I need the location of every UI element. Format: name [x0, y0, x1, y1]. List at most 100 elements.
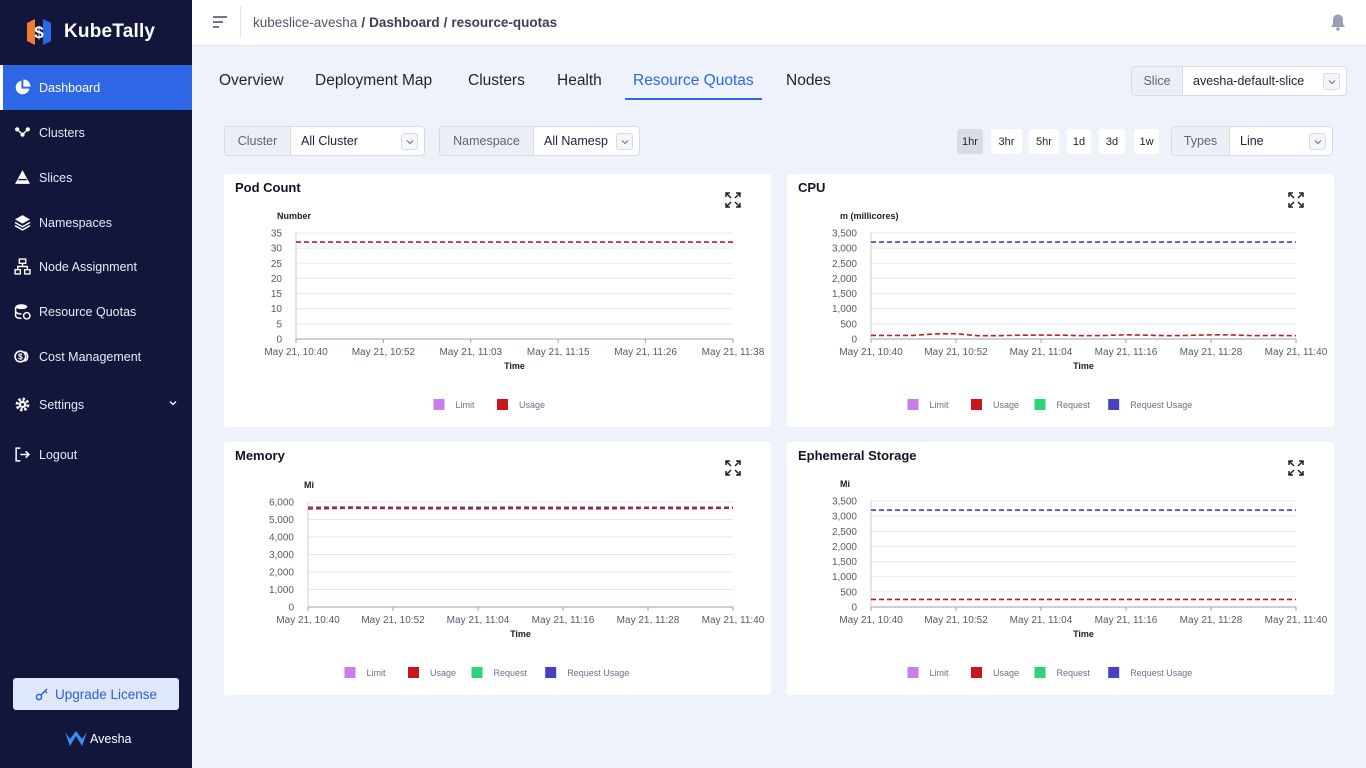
- y-tick-label: 0: [288, 603, 294, 614]
- slice-select[interactable]: Slice avesha-default-slice: [1131, 66, 1347, 96]
- x-tick-label: May 21, 11:28: [1180, 615, 1243, 626]
- tab-resource-quotas[interactable]: Resource Quotas: [625, 72, 762, 100]
- legend-label: Usage: [993, 400, 1019, 410]
- breadcrumb-item[interactable]: Dashboard: [369, 15, 440, 30]
- legend-swatch: [1108, 399, 1120, 410]
- cluster-select[interactable]: Cluster All Cluster: [224, 126, 425, 156]
- upgrade-license-label: Upgrade License: [54, 686, 158, 702]
- legend-label: Request Usage: [1130, 400, 1192, 410]
- slice-select-value-wrap: avesha-default-slice: [1183, 67, 1346, 95]
- y-tick-label: 30: [271, 244, 283, 255]
- legend-swatch: [907, 667, 919, 678]
- chart-title: Memory: [235, 448, 285, 463]
- sidebar-item-label: Node Assignment: [39, 259, 137, 274]
- legend-swatch: [545, 667, 557, 678]
- sidebar-item-settings[interactable]: Settings: [0, 382, 192, 427]
- types-select-value-wrap: Line: [1230, 127, 1332, 155]
- cpu-chart: m (millicores) 0 500 1,000 1,500 2,000 2,500 3,…: [832, 211, 1328, 410]
- expand-icon[interactable]: [725, 460, 741, 476]
- menu-toggle-icon[interactable]: [212, 14, 228, 30]
- legend-swatch: [471, 667, 483, 678]
- range-1w-button[interactable]: 1w: [1134, 129, 1159, 154]
- expand-icon[interactable]: [1288, 192, 1304, 208]
- tab-health[interactable]: Health: [557, 72, 602, 89]
- slices-icon: [15, 170, 30, 184]
- y-tick-label: 35: [271, 229, 283, 240]
- legend-swatch: [971, 667, 982, 678]
- sidebar-item-node-assignment[interactable]: Node Assignment: [0, 244, 192, 289]
- x-axis-label: Time: [1073, 629, 1094, 639]
- avesha-logo-icon: [65, 731, 87, 746]
- sidebar-item-slices[interactable]: Slices: [0, 155, 192, 200]
- range-1hr-button[interactable]: 1hr: [957, 129, 983, 154]
- sidebar-item-resource-quotas[interactable]: Resource Quotas: [0, 289, 192, 334]
- y-tick-label: 1,000: [832, 572, 857, 583]
- range-3hr-button[interactable]: 3hr: [991, 129, 1022, 154]
- types-select[interactable]: Types Line: [1171, 126, 1333, 156]
- app-logo[interactable]: $ KubeTally: [22, 16, 155, 48]
- header-divider: [240, 6, 241, 38]
- slice-select-label: Slice: [1132, 67, 1183, 95]
- tab-overview[interactable]: Overview: [219, 72, 284, 89]
- key-icon: [35, 688, 48, 701]
- x-tick-label: May 21, 10:52: [361, 615, 425, 626]
- sidebar-item-dashboard[interactable]: Dashboard: [0, 65, 192, 110]
- series-line-usage: [870, 332, 1297, 337]
- bell-icon[interactable]: [1330, 13, 1346, 31]
- svg-text:$: $: [34, 23, 44, 42]
- tab-nodes[interactable]: Nodes: [786, 72, 831, 89]
- pod-count-chart: Number 0 5 10 15 20 25 30 35 May 21, 10:40 May 21,…: [264, 211, 765, 410]
- svg-text:$: $: [18, 352, 23, 362]
- legend-label: Request: [494, 668, 528, 678]
- x-tick-label: May 21, 10:52: [924, 347, 988, 358]
- x-tick-label: May 21, 11:04: [1010, 347, 1073, 358]
- types-select-label: Types: [1172, 127, 1230, 155]
- sidebar-item-clusters[interactable]: Clusters: [0, 110, 192, 155]
- upgrade-license-button[interactable]: Upgrade License: [13, 678, 179, 710]
- range-5hr-button[interactable]: 5hr: [1029, 129, 1059, 154]
- pie-chart-icon: [15, 79, 31, 95]
- sidebar-item-label: Logout: [39, 447, 78, 462]
- range-3d-button[interactable]: 3d: [1099, 129, 1125, 154]
- legend-label: Limit: [367, 668, 387, 678]
- coins-icon: $: [14, 350, 29, 363]
- x-tick-label: May 21, 10:52: [924, 615, 988, 626]
- x-tick-label: May 21, 11:16: [1095, 347, 1158, 358]
- y-tick-label: 4,000: [269, 533, 294, 544]
- x-axis-label: Time: [504, 361, 525, 371]
- legend-label: Usage: [430, 668, 456, 678]
- cluster-select-label: Cluster: [225, 127, 291, 155]
- chevron-down-icon: [1323, 73, 1340, 90]
- sidebar-item-namespaces[interactable]: Namespaces: [0, 200, 192, 245]
- sidebar-item-cost-management[interactable]: $ Cost Management: [0, 334, 192, 379]
- x-tick-label: May 21, 10:40: [264, 347, 328, 358]
- sidebar-item-label: Clusters: [39, 125, 85, 140]
- expand-icon[interactable]: [725, 192, 741, 208]
- y-tick-label: 5: [276, 319, 282, 330]
- y-tick-label: 0: [851, 335, 857, 346]
- y-tick-label: 6,000: [269, 498, 294, 509]
- x-tick-label: May 21, 10:40: [839, 615, 903, 626]
- sidebar-item-label: Slices: [39, 170, 73, 185]
- series-line-usage: [307, 507, 734, 510]
- cluster-select-value-wrap: All Cluster: [291, 127, 424, 155]
- x-tick-label: May 21, 10:40: [839, 347, 903, 358]
- legend-swatch: [344, 667, 356, 678]
- breadcrumb-item[interactable]: kubeslice-avesha: [253, 15, 358, 30]
- y-tick-label: 1,000: [269, 585, 294, 596]
- layers-icon: [14, 215, 31, 231]
- expand-icon[interactable]: [1288, 460, 1304, 476]
- tab-deployment-map[interactable]: Deployment Map: [315, 72, 433, 89]
- namespace-select[interactable]: Namespace All Namesp: [439, 126, 640, 156]
- chevron-down-icon: [169, 401, 177, 406]
- y-axis-label: Mi: [304, 480, 314, 490]
- x-tick-label: May 21, 11:28: [1180, 347, 1243, 358]
- sidebar-item-logout[interactable]: Logout: [0, 432, 192, 477]
- range-1d-button[interactable]: 1d: [1067, 129, 1091, 154]
- tab-clusters[interactable]: Clusters: [468, 72, 525, 89]
- sidebar-item-label: Resource Quotas: [39, 304, 137, 319]
- y-tick-label: 15: [271, 289, 283, 300]
- ephemeral-storage-chart: Mi 0 500 1,000 1,500 2,000 2,500 3,000 3,500 May …: [832, 479, 1328, 678]
- legend-swatch: [971, 399, 982, 410]
- chevron-down-icon: [616, 133, 633, 150]
